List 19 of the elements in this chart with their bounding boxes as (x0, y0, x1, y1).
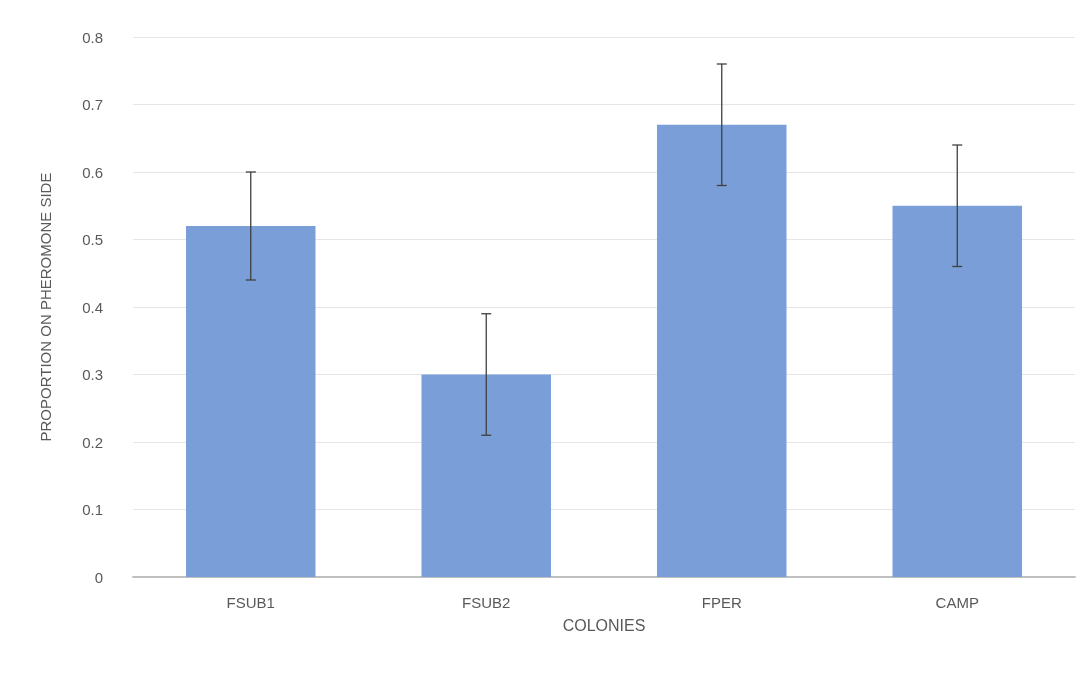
y-tick-label: 0.3 (82, 366, 103, 383)
bar (185, 226, 316, 577)
y-tick-label: 0.8 (82, 28, 103, 46)
bar (892, 205, 1023, 577)
x-tick-label: CAMP (935, 594, 979, 611)
y-tick-label: 0.1 (82, 501, 103, 518)
y-tick-label: 0.6 (82, 163, 103, 181)
y-axis-title: PROPORTION ON PHEROMONE SIDE (37, 172, 54, 442)
y-tick-label: 0.2 (82, 433, 103, 451)
y-tick-label: 0.5 (82, 231, 103, 248)
bar (421, 374, 552, 577)
x-axis-title: COLONIES (562, 616, 646, 634)
y-tick-label: 0.4 (82, 298, 103, 316)
x-tick-label: FPER (701, 594, 742, 611)
x-tick-label: FSUB2 (462, 594, 511, 611)
bar (656, 124, 787, 577)
y-tick-label: 0 (94, 568, 103, 586)
x-tick-label: FSUB1 (226, 594, 275, 611)
y-tick-label: 0.7 (82, 96, 103, 113)
